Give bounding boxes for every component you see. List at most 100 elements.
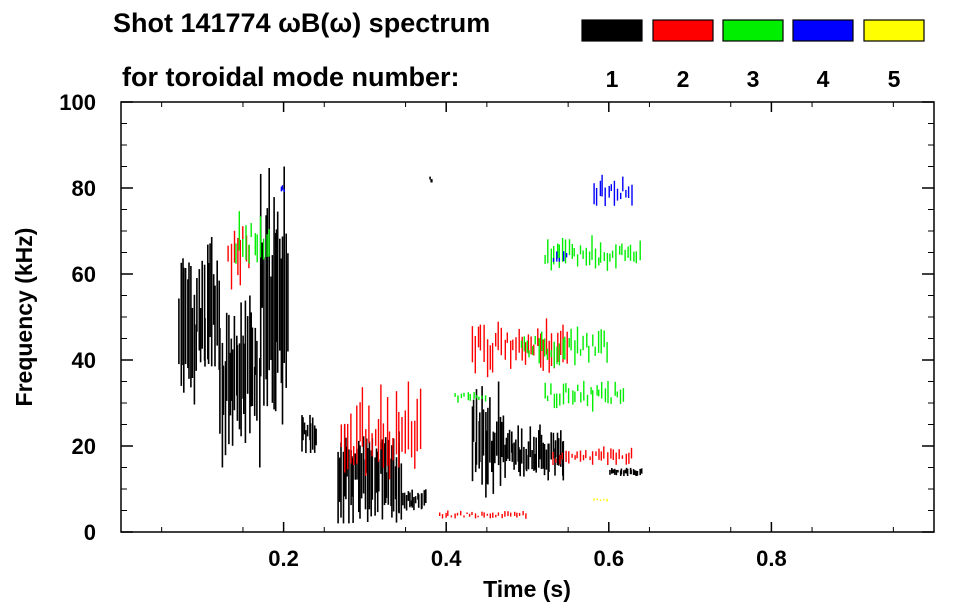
- spectrum-mark-n=1: [378, 459, 380, 492]
- spectrum-mark-n=1: [392, 438, 395, 512]
- spectrum-mark-n=3: [598, 389, 600, 397]
- spectrum-mark-n=1: [230, 338, 233, 401]
- spectrum-mark-n=2: [625, 453, 627, 465]
- spectrum-mark-n=4: [604, 187, 606, 207]
- spectrum-mark-n=3: [594, 346, 596, 356]
- plot-data-layer: [178, 166, 643, 524]
- spectrum-mark-n=3: [250, 223, 252, 238]
- spectrum-mark-n=3: [544, 255, 546, 264]
- spectrum-mark-n=3: [598, 257, 600, 266]
- spectrum-mark-n=1: [273, 197, 275, 410]
- spectrum-mark-n=1: [557, 438, 560, 466]
- spectrum-mark-n=3: [639, 240, 641, 261]
- spectrum-mark-n=3: [541, 331, 543, 351]
- spectrum-mark-n=3: [558, 343, 561, 366]
- spectrum-mark-n=2: [395, 391, 398, 455]
- spectrum-mark-n=3: [606, 342, 608, 363]
- spectrum-mark-n=2: [392, 438, 394, 461]
- spectrum-mark-n=3: [585, 247, 587, 266]
- spectrum-mark-n=1: [201, 260, 203, 349]
- spectrum-mark-n=1: [360, 453, 363, 499]
- spectrum-mark-n=1: [256, 340, 258, 421]
- spectrum-mark-n=1: [315, 428, 317, 446]
- spectrum-mark-n=1: [613, 468, 616, 475]
- spectrum-mark-n=5: [596, 498, 598, 501]
- spectrum-mark-n=1: [539, 424, 541, 460]
- spectrum-mark-n=3: [523, 336, 525, 352]
- y-tick-label: 20: [72, 434, 96, 459]
- spectrum-mark-n=2: [504, 339, 506, 360]
- spectrum-mark-n=3: [567, 388, 570, 404]
- spectrum-mark-n=2: [615, 452, 617, 465]
- spectrum-mark-n=2: [454, 513, 456, 519]
- spectrum-mark-n=3: [557, 243, 559, 259]
- spectrum-mark-n=1: [518, 447, 520, 472]
- spectrum-mark-n=2: [237, 238, 239, 276]
- spectrum-mark-n=3: [574, 391, 576, 403]
- spectrum-mark-n=2: [582, 454, 585, 461]
- spectrum-mark-n=1: [381, 439, 384, 520]
- spectrum-mark-n=2: [495, 333, 497, 347]
- spectrum-mark-n=2: [474, 513, 477, 519]
- spectrum-mark-n=1: [305, 430, 307, 454]
- y-tick-label: 0: [84, 520, 96, 545]
- spectrum-mark-n=3: [467, 392, 469, 401]
- spectrum-mark-n=1: [479, 412, 481, 463]
- spectrum-mark-n=2: [518, 328, 520, 353]
- spectrum-mark-n=1: [520, 428, 523, 464]
- spectrum-mark-n=2: [510, 512, 512, 517]
- spectrum-mark-n=2: [416, 398, 418, 452]
- spectrum-mark-n=4: [280, 186, 283, 192]
- spectrum-mark-n=3: [577, 384, 579, 391]
- spectrum-mark-n=1: [620, 468, 623, 475]
- spectrum-mark-n=3: [601, 381, 603, 399]
- spectrum-mark-n=3: [534, 336, 536, 345]
- spectrum-mark-n=2: [497, 512, 500, 516]
- spectrum-mark-n=1: [270, 276, 272, 360]
- spectrum-mark-n=1: [482, 409, 485, 456]
- spectrum-mark-n=2: [600, 451, 602, 461]
- legend-swatch-mode-2: [652, 19, 714, 42]
- spectrum-mark-n=1: [244, 300, 247, 443]
- spectrum-mark-n=1: [240, 302, 242, 437]
- spectrum-mark-n=3: [543, 338, 546, 357]
- spectrum-mark-n=2: [344, 423, 346, 473]
- spectrum-mark-n=2: [474, 336, 476, 374]
- spectrum-mark-n=1: [266, 208, 269, 407]
- spectrum-mark-n=1: [231, 349, 234, 446]
- spectrum-mark-n=3: [235, 243, 237, 264]
- title-line-1: Shot 141774 ωB(ω) spectrum: [113, 8, 490, 38]
- spectrum-mark-n=2: [568, 451, 570, 464]
- spectrum-mark-n=1: [183, 267, 185, 393]
- spectrum-mark-n=1: [492, 431, 495, 494]
- spectrum-mark-n=1: [423, 490, 426, 506]
- spectrum-mark-n=2: [377, 419, 380, 462]
- spectrum-mark-n=2: [603, 446, 605, 459]
- spectrum-mark-n=3: [526, 340, 528, 353]
- spectrum-mark-n=2: [460, 510, 462, 516]
- spectrum-mark-n=1: [635, 470, 637, 477]
- spectrum-mark-n=3: [553, 393, 556, 409]
- spectrum-mark-n=4: [625, 189, 627, 198]
- spectrum-mark-n=1: [491, 440, 493, 472]
- spectrum-mark-n=3: [591, 235, 593, 260]
- spectrum-mark-n=2: [576, 451, 578, 459]
- spectrum-mark-n=2: [486, 513, 488, 516]
- spectrum-mark-n=1: [354, 453, 357, 480]
- spectrum-mark-n=2: [368, 405, 370, 444]
- spectrum-mark-n=2: [347, 423, 349, 470]
- spectrum-mark-n=1: [550, 432, 552, 460]
- spectrum-mark-n=3: [629, 244, 632, 261]
- spectrum-mark-n=1: [515, 439, 517, 465]
- spectrum-mark-n=3: [268, 229, 270, 257]
- spectrum-mark-n=1: [253, 366, 256, 416]
- spectrum-mark-n=5: [606, 498, 608, 502]
- spectrum-mark-n=3: [454, 393, 456, 397]
- spectrum-mark-n=1: [180, 262, 183, 386]
- spectrum-mark-n=3: [606, 253, 609, 271]
- spectrum-mark-n=2: [507, 511, 509, 517]
- spectrum-mark-n=4: [595, 187, 598, 206]
- spectrum-mark-n=1: [414, 496, 417, 504]
- spectrum-mark-n=1: [259, 173, 262, 377]
- spectrum-mark-n=2: [559, 455, 561, 465]
